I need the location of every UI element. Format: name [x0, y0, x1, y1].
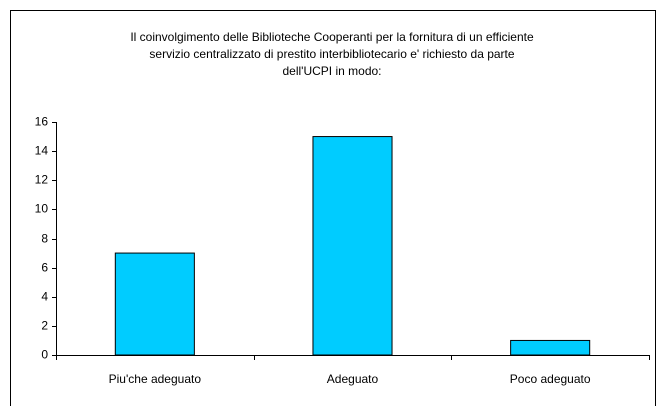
y-tick-label: 14 — [35, 144, 49, 158]
bar — [510, 339, 591, 356]
y-tick-label: 12 — [35, 173, 49, 187]
y-tick-label: 6 — [41, 261, 48, 275]
chart-title: servizio centralizzato di prestito inter… — [149, 47, 514, 61]
chart-title: Il coinvolgimento delle Biblioteche Coop… — [130, 30, 534, 44]
y-tick-label: 10 — [35, 202, 49, 216]
x-tick-label: Piu'che adeguato — [109, 372, 202, 386]
y-tick-label: 16 — [35, 115, 49, 129]
y-tick-label: 8 — [41, 232, 48, 246]
bar — [114, 252, 195, 356]
x-tick-label: Adeguato — [327, 372, 379, 386]
y-tick-label: 4 — [41, 290, 48, 304]
bar — [312, 136, 393, 356]
y-tick-label: 0 — [41, 348, 48, 362]
y-tick-label: 2 — [41, 319, 48, 333]
chart-title: dell'UCPI in modo: — [283, 64, 382, 78]
x-tick-label: Poco adeguato — [510, 372, 591, 386]
